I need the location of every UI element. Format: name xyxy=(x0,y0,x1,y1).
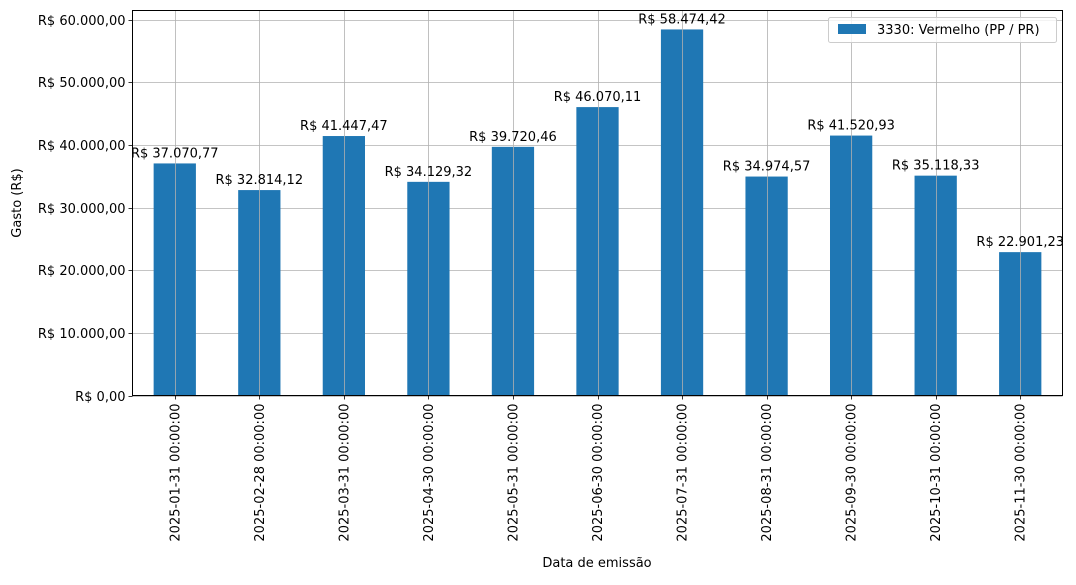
x-tick-label: 2025-05-31 00:00:00 xyxy=(506,404,521,542)
legend: 3330: Vermelho (PP / PR) xyxy=(828,17,1057,43)
bar-value-label: R$ 37.070,77 xyxy=(131,146,219,161)
grid-vertical xyxy=(175,10,1021,396)
x-tick-label: 2025-01-31 00:00:00 xyxy=(168,404,183,542)
y-tick-label: R$ 60.000,00 xyxy=(38,14,126,29)
x-tick-label: 2025-06-30 00:00:00 xyxy=(591,404,606,542)
y-tick-label: R$ 0,00 xyxy=(75,390,125,405)
y-tick-label: R$ 50.000,00 xyxy=(38,76,126,91)
y-tick-label: R$ 10.000,00 xyxy=(38,327,126,342)
bars xyxy=(153,29,1042,396)
y-tick-label: R$ 40.000,00 xyxy=(38,139,126,154)
y-tick-label: R$ 20.000,00 xyxy=(38,264,126,279)
x-tick-label: 2025-07-31 00:00:00 xyxy=(676,404,691,542)
y-axis-label: Gasto (R$) xyxy=(10,168,25,237)
bar xyxy=(576,107,619,396)
bar xyxy=(153,163,196,396)
bar-value-label: R$ 34.974,57 xyxy=(723,160,811,175)
x-tick-label: 2025-08-31 00:00:00 xyxy=(760,404,775,542)
bar xyxy=(914,175,957,396)
plot-frame xyxy=(132,10,1063,396)
x-tick-label: 2025-03-31 00:00:00 xyxy=(337,404,352,542)
x-tick-label: 2025-11-30 00:00:00 xyxy=(1014,404,1029,542)
bar-value-label: R$ 39.720,46 xyxy=(469,130,557,145)
bar-value-label: R$ 32.814,12 xyxy=(216,173,304,188)
x-tick-label: 2025-02-28 00:00:00 xyxy=(253,404,268,542)
bar-value-label: R$ 41.520,93 xyxy=(807,119,895,134)
bar-value-labels: R$ 37.070,77 R$ 32.814,12 R$ 41.447,47 R$ 3… xyxy=(131,12,1064,250)
y-tick-label: R$ 30.000,00 xyxy=(38,202,126,217)
legend-label: 3330: Vermelho (PP / PR) xyxy=(877,23,1040,38)
x-tick-label: 2025-04-30 00:00:00 xyxy=(422,403,437,541)
bar-value-label: R$ 41.447,47 xyxy=(300,119,388,134)
y-axis-ticks: R$ 0,00 R$ 10.000,00 R$ 20.000,00 R$ 30.000… xyxy=(38,14,133,405)
bar xyxy=(322,136,365,396)
x-tick-label: 2025-09-30 00:00:00 xyxy=(845,404,860,542)
x-axis-ticks: 2025-01-31 00:00:00 2025-02-28 00:00:00 20… xyxy=(168,395,1029,542)
bar-value-label: R$ 46.070,11 xyxy=(554,90,642,105)
bar-value-label: R$ 34.129,32 xyxy=(385,165,473,180)
legend-frame xyxy=(828,17,1057,43)
bar-value-label: R$ 22.901,23 xyxy=(976,235,1064,250)
x-axis-label: Data de emissão xyxy=(542,556,651,571)
bar xyxy=(660,29,704,396)
legend-swatch xyxy=(838,24,866,34)
bar-value-label: R$ 35.118,33 xyxy=(892,159,980,174)
bar xyxy=(745,176,788,396)
bar xyxy=(491,146,535,396)
x-tick-label: 2025-10-31 00:00:00 xyxy=(929,404,944,542)
bar-value-label: R$ 58.474,42 xyxy=(638,12,726,27)
